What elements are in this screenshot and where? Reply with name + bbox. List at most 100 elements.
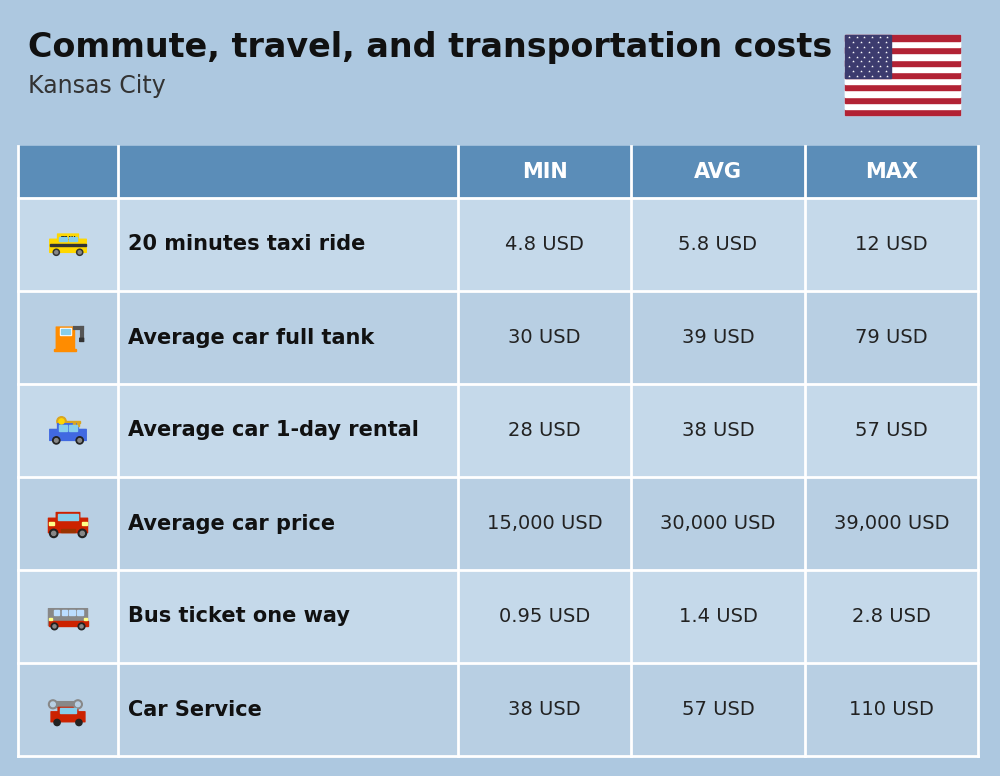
FancyBboxPatch shape [50, 239, 86, 252]
Bar [845, 54, 960, 60]
Circle shape [76, 702, 80, 707]
Bar [61, 329, 70, 334]
FancyBboxPatch shape [48, 518, 88, 532]
Text: 110 USD: 110 USD [849, 700, 934, 719]
Bar [845, 35, 960, 41]
FancyBboxPatch shape [50, 429, 86, 441]
Text: 30,000 USD: 30,000 USD [660, 514, 776, 533]
Bar [84, 618, 87, 620]
Bar [845, 78, 960, 85]
Text: Commute, travel, and transportation costs: Commute, travel, and transportation cost… [28, 31, 832, 64]
Text: 2.8 USD: 2.8 USD [852, 607, 931, 626]
Bar [69, 237, 77, 241]
Circle shape [48, 700, 57, 708]
Text: Kansas City: Kansas City [28, 74, 166, 98]
Bar [50, 244, 86, 246]
Bar [69, 424, 77, 431]
Circle shape [78, 623, 85, 630]
Bar [845, 90, 960, 96]
FancyBboxPatch shape [58, 424, 78, 431]
Bar [62, 610, 67, 615]
Text: 20 minutes taxi ride: 20 minutes taxi ride [128, 234, 365, 255]
Circle shape [80, 532, 84, 535]
Text: 15,000 USD: 15,000 USD [487, 514, 602, 533]
FancyBboxPatch shape [56, 512, 80, 521]
Text: Average car 1-day rental: Average car 1-day rental [128, 421, 419, 441]
Text: 38 USD: 38 USD [682, 421, 754, 440]
Text: 0.95 USD: 0.95 USD [499, 607, 590, 626]
Bar [58, 514, 78, 521]
Text: 12 USD: 12 USD [855, 235, 928, 254]
Text: 38 USD: 38 USD [508, 700, 581, 719]
Text: 39,000 USD: 39,000 USD [834, 514, 949, 533]
Text: 39 USD: 39 USD [682, 328, 754, 347]
FancyBboxPatch shape [58, 234, 78, 242]
Bar [73, 423, 75, 426]
Bar [66, 421, 80, 423]
FancyBboxPatch shape [51, 702, 80, 708]
Circle shape [51, 702, 55, 707]
Bar [60, 328, 71, 335]
Text: 4.8 USD: 4.8 USD [505, 235, 584, 254]
Bar [77, 610, 83, 615]
Bar [18, 663, 978, 756]
Bar [18, 570, 978, 663]
Bar [845, 102, 960, 109]
Circle shape [50, 529, 58, 538]
Circle shape [80, 625, 83, 628]
Bar [18, 198, 978, 291]
FancyBboxPatch shape [56, 327, 75, 351]
Text: 57 USD: 57 USD [682, 700, 754, 719]
Text: Car Service: Car Service [128, 699, 262, 719]
Text: TAXI: TAXI [60, 236, 76, 241]
Circle shape [76, 719, 82, 726]
Text: 5.8 USD: 5.8 USD [678, 235, 758, 254]
Circle shape [78, 529, 86, 538]
Bar [54, 349, 76, 351]
Circle shape [78, 438, 82, 442]
Circle shape [73, 700, 82, 708]
Bar [458, 146, 631, 198]
Bar [845, 47, 960, 54]
Bar [845, 66, 960, 72]
Circle shape [77, 249, 83, 255]
Bar [18, 291, 978, 384]
Circle shape [76, 437, 83, 444]
Text: MAX: MAX [865, 162, 918, 182]
Circle shape [51, 623, 58, 630]
Circle shape [53, 249, 59, 255]
Bar [48, 621, 88, 625]
Bar [845, 72, 960, 78]
FancyBboxPatch shape [48, 608, 88, 625]
Bar [18, 477, 978, 570]
Text: MIN: MIN [522, 162, 568, 182]
Bar [77, 422, 79, 426]
FancyBboxPatch shape [80, 338, 84, 341]
Text: 79 USD: 79 USD [855, 328, 928, 347]
Bar [845, 35, 891, 78]
Circle shape [54, 438, 58, 442]
Text: Bus ticket one way: Bus ticket one way [128, 607, 350, 626]
Bar [54, 610, 59, 615]
Bar [82, 522, 87, 525]
Bar [59, 424, 67, 431]
Text: Average car price: Average car price [128, 514, 335, 534]
Bar [845, 41, 960, 47]
Bar [60, 708, 76, 713]
Bar [805, 146, 978, 198]
Bar [61, 528, 75, 532]
Bar [18, 384, 978, 477]
Circle shape [54, 719, 60, 726]
Bar [59, 237, 67, 241]
Circle shape [55, 251, 58, 254]
FancyBboxPatch shape [51, 712, 85, 722]
Circle shape [78, 251, 81, 254]
Bar [845, 96, 960, 102]
Circle shape [53, 437, 60, 444]
Bar [49, 522, 54, 525]
Bar [69, 610, 75, 615]
Circle shape [57, 417, 66, 426]
Text: 30 USD: 30 USD [508, 328, 581, 347]
Text: 28 USD: 28 USD [508, 421, 581, 440]
Bar [845, 60, 960, 66]
